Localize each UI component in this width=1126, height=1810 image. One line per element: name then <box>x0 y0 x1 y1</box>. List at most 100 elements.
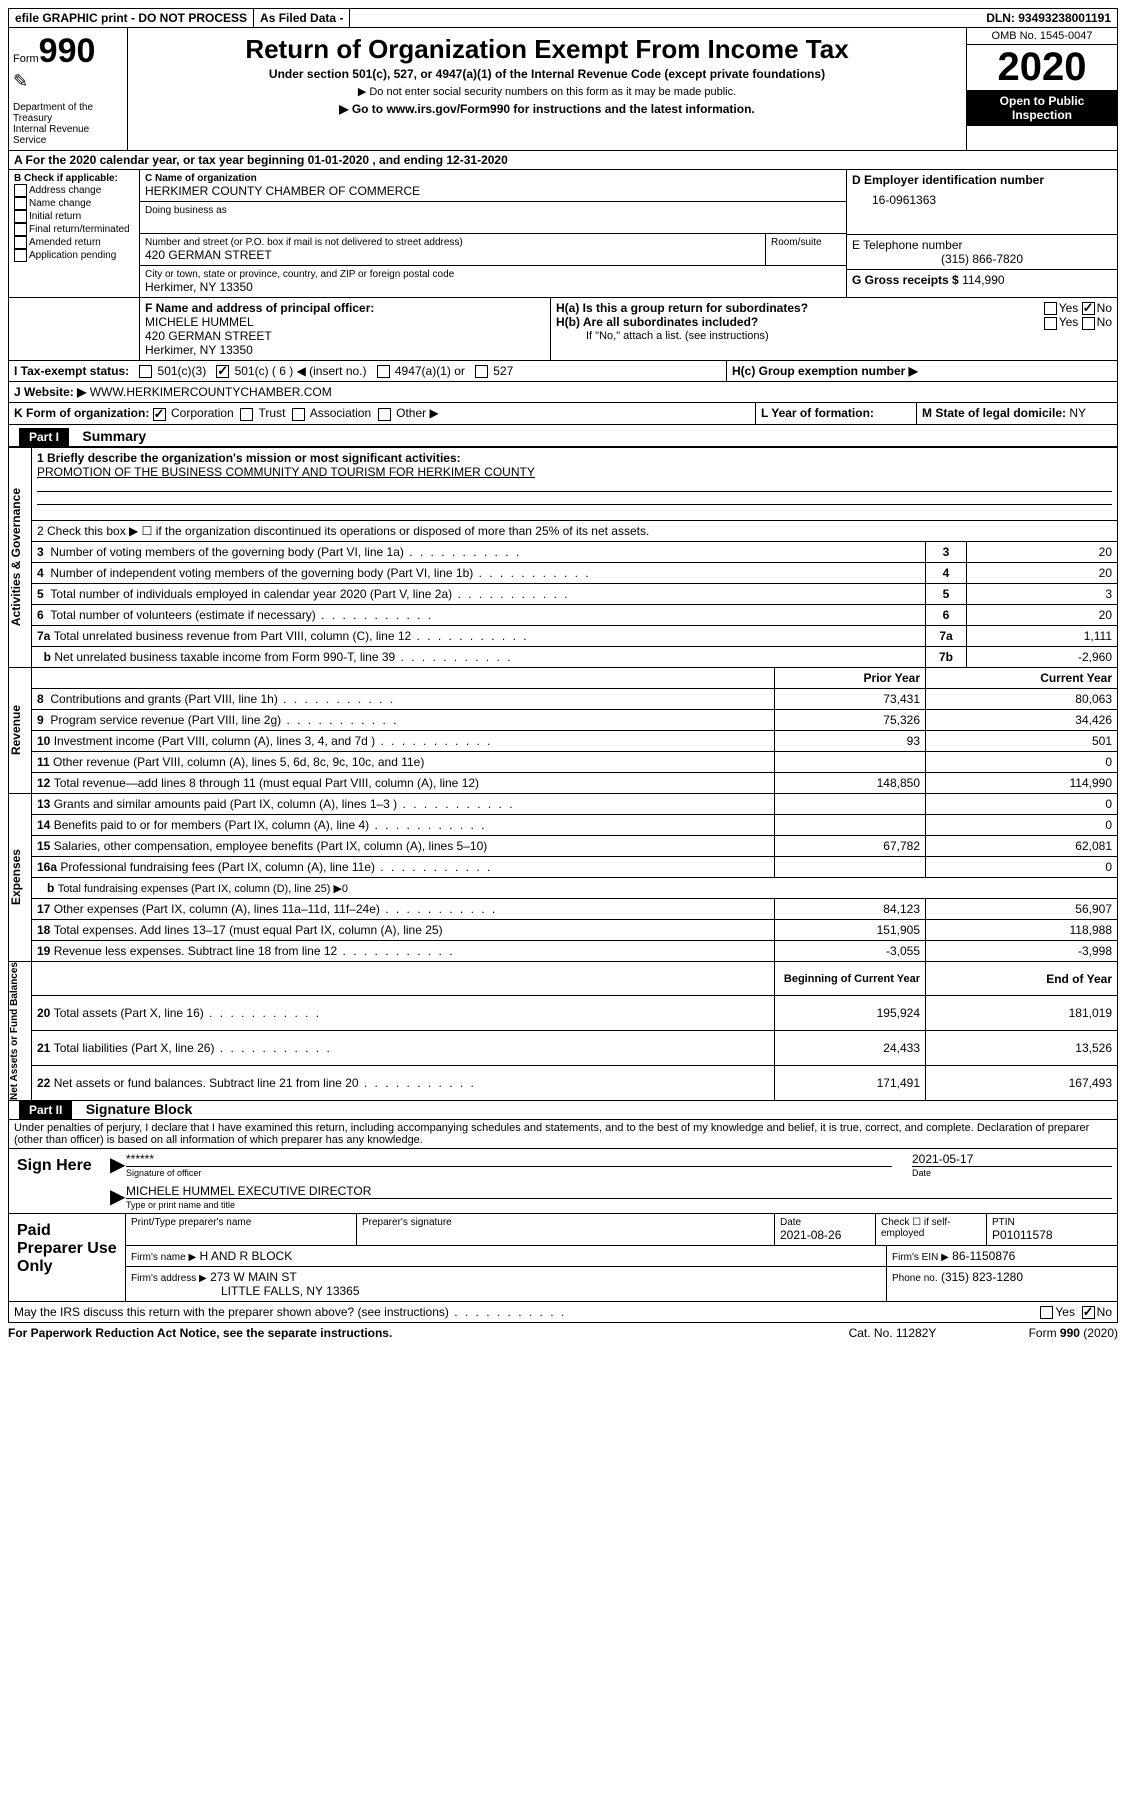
final-return-checkbox[interactable] <box>14 223 27 236</box>
l20: Total assets (Part X, line 16) <box>54 1006 321 1020</box>
addr-label: Number and street (or P.O. box if mail i… <box>145 237 760 248</box>
tax-year: 2020 <box>967 45 1117 90</box>
l16b: Total fundraising expenses (Part IX, col… <box>58 883 348 895</box>
pname-label: Print/Type preparer's name <box>131 1217 351 1228</box>
v7a: 1,111 <box>967 625 1118 646</box>
dba-label: Doing business as <box>145 205 841 216</box>
form-title: Return of Organization Exempt From Incom… <box>132 34 962 65</box>
sig-date-label: Date <box>912 1166 1112 1178</box>
l16a: Professional fundraising fees (Part IX, … <box>60 860 492 874</box>
l4: Number of independent voting members of … <box>50 566 590 580</box>
ha-label: H(a) Is this a group return for subordin… <box>556 301 808 315</box>
room-label: Room/suite <box>771 237 841 248</box>
tax-year-line: A For the 2020 calendar year, or tax yea… <box>8 151 1118 170</box>
officer-addr1: 420 GERMAN STREET <box>145 329 545 343</box>
amended-return-checkbox[interactable] <box>14 236 27 249</box>
app-pending-checkbox[interactable] <box>14 249 27 262</box>
ha-no-checkbox[interactable] <box>1082 302 1095 315</box>
firm-phone-label: Phone no. <box>892 1273 938 1284</box>
l11: Other revenue (Part VIII, column (A), li… <box>53 755 424 769</box>
hb-note: If "No," attach a list. (see instruction… <box>586 330 1112 342</box>
self-emp-check: Check ☐ if self-employed <box>876 1214 987 1245</box>
omb-number: OMB No. 1545-0047 <box>967 28 1117 45</box>
instructions-link[interactable]: ▶ Go to www.irs.gov/Form990 for instruct… <box>132 102 962 116</box>
summary-table: Activities & Governance 1 Briefly descri… <box>8 447 1118 1101</box>
m-label: M State of legal domicile: <box>922 406 1066 420</box>
tax-exempt-row: I Tax-exempt status: 501(c)(3) 501(c) ( … <box>8 361 1118 382</box>
hb-yes-checkbox[interactable] <box>1044 317 1057 330</box>
name-change-checkbox[interactable] <box>14 197 27 210</box>
gross-receipts-value: 114,990 <box>962 273 1005 287</box>
discuss-yes-checkbox[interactable] <box>1040 1306 1053 1319</box>
ein-value: 16-0961363 <box>872 193 1112 207</box>
print-name-label: Type or print name and title <box>126 1198 1112 1210</box>
sig-officer-label: Signature of officer <box>126 1166 892 1178</box>
b-label: B Check if applicable: <box>14 173 134 184</box>
l8: Contributions and grants (Part VIII, lin… <box>50 692 395 706</box>
initial-return-checkbox[interactable] <box>14 210 27 223</box>
sign-here-label: Sign Here <box>9 1149 105 1213</box>
trust-checkbox[interactable] <box>240 408 253 421</box>
ha-yes-checkbox[interactable] <box>1044 302 1057 315</box>
hb-label: H(b) Are all subordinates included? <box>556 315 758 329</box>
ptin: P01011578 <box>992 1228 1112 1242</box>
hb-no-checkbox[interactable] <box>1082 317 1095 330</box>
form-prefix: Form <box>13 53 39 65</box>
l18: Total expenses. Add lines 13–17 (must eq… <box>54 923 443 937</box>
i-label: I Tax-exempt status: <box>14 364 129 378</box>
v7b: -2,960 <box>967 646 1118 667</box>
discuss-no-checkbox[interactable] <box>1082 1306 1095 1319</box>
group-netassets: Net Assets or Fund Balances <box>9 962 20 1100</box>
cat-no: Cat. No. 11282Y <box>849 1326 1029 1340</box>
k-label: K Form of organization: <box>14 406 149 420</box>
v4: 20 <box>967 562 1118 583</box>
firm-phone: (315) 823-1280 <box>941 1270 1023 1284</box>
other-org-checkbox[interactable] <box>378 408 391 421</box>
l13: Grants and similar amounts paid (Part IX… <box>54 797 515 811</box>
l9: Program service revenue (Part VIII, line… <box>50 713 398 727</box>
entity-block: B Check if applicable: Address change Na… <box>8 170 1118 298</box>
l12: Total revenue—add lines 8 through 11 (mu… <box>54 776 479 790</box>
firm-name: H AND R BLOCK <box>200 1249 293 1263</box>
subtitle: Under section 501(c), 527, or 4947(a)(1)… <box>132 67 962 81</box>
l14: Benefits paid to or for members (Part IX… <box>54 818 487 832</box>
527-checkbox[interactable] <box>475 365 488 378</box>
city-label: City or town, state or province, country… <box>145 269 841 280</box>
j-label: J Website: ▶ <box>14 385 86 399</box>
firm-ein-label: Firm's EIN ▶ <box>892 1252 949 1263</box>
form-header: Form990 ✎ Department of the Treasury Int… <box>8 28 1118 151</box>
firm-addr-label: Firm's address ▶ <box>131 1273 207 1284</box>
pdate-label: Date <box>780 1217 870 1228</box>
l7b: Net unrelated business taxable income fr… <box>54 650 512 664</box>
sign-here-block: Sign Here ▶ ****** Signature of officer … <box>8 1149 1118 1214</box>
l22: Net assets or fund balances. Subtract li… <box>54 1076 476 1090</box>
501c3-checkbox[interactable] <box>139 365 152 378</box>
4947-checkbox[interactable] <box>377 365 390 378</box>
prior-year-header: Prior Year <box>775 667 926 688</box>
l17: Other expenses (Part IX, column (A), lin… <box>54 902 498 916</box>
hc-label: H(c) Group exemption number ▶ <box>732 364 918 378</box>
klm-row: K Form of organization: Corporation Trus… <box>8 403 1118 424</box>
group-revenue: Revenue <box>9 705 23 755</box>
ptin-label: PTIN <box>992 1217 1112 1228</box>
org-name: HERKIMER COUNTY CHAMBER OF COMMERCE <box>145 184 841 198</box>
m-value: NY <box>1069 406 1086 420</box>
efile-notice: efile GRAPHIC print - DO NOT PROCESS <box>9 9 254 27</box>
l19: Revenue less expenses. Subtract line 18 … <box>54 944 455 958</box>
part2-header: Part II Signature Block <box>8 1101 1118 1120</box>
l15: Salaries, other compensation, employee b… <box>54 839 488 853</box>
corp-checkbox[interactable] <box>153 408 166 421</box>
paid-preparer-block: Paid Preparer Use Only Print/Type prepar… <box>8 1214 1118 1302</box>
v6: 20 <box>967 604 1118 625</box>
discuss-text: May the IRS discuss this return with the… <box>14 1305 566 1319</box>
website-value: WWW.HERKIMERCOUNTYCHAMBER.COM <box>90 385 332 399</box>
part2-tab: Part II <box>19 1101 72 1119</box>
asfiled-label: As Filed Data - <box>254 9 350 27</box>
open-to-public: Open to Public Inspection <box>967 90 1117 126</box>
addr-change-checkbox[interactable] <box>14 184 27 197</box>
assoc-checkbox[interactable] <box>292 408 305 421</box>
paid-preparer-label: Paid Preparer Use Only <box>9 1214 126 1301</box>
501c-checkbox[interactable] <box>216 365 229 378</box>
city-state-zip: Herkimer, NY 13350 <box>145 280 841 294</box>
firm-addr2: LITTLE FALLS, NY 13365 <box>221 1284 881 1298</box>
